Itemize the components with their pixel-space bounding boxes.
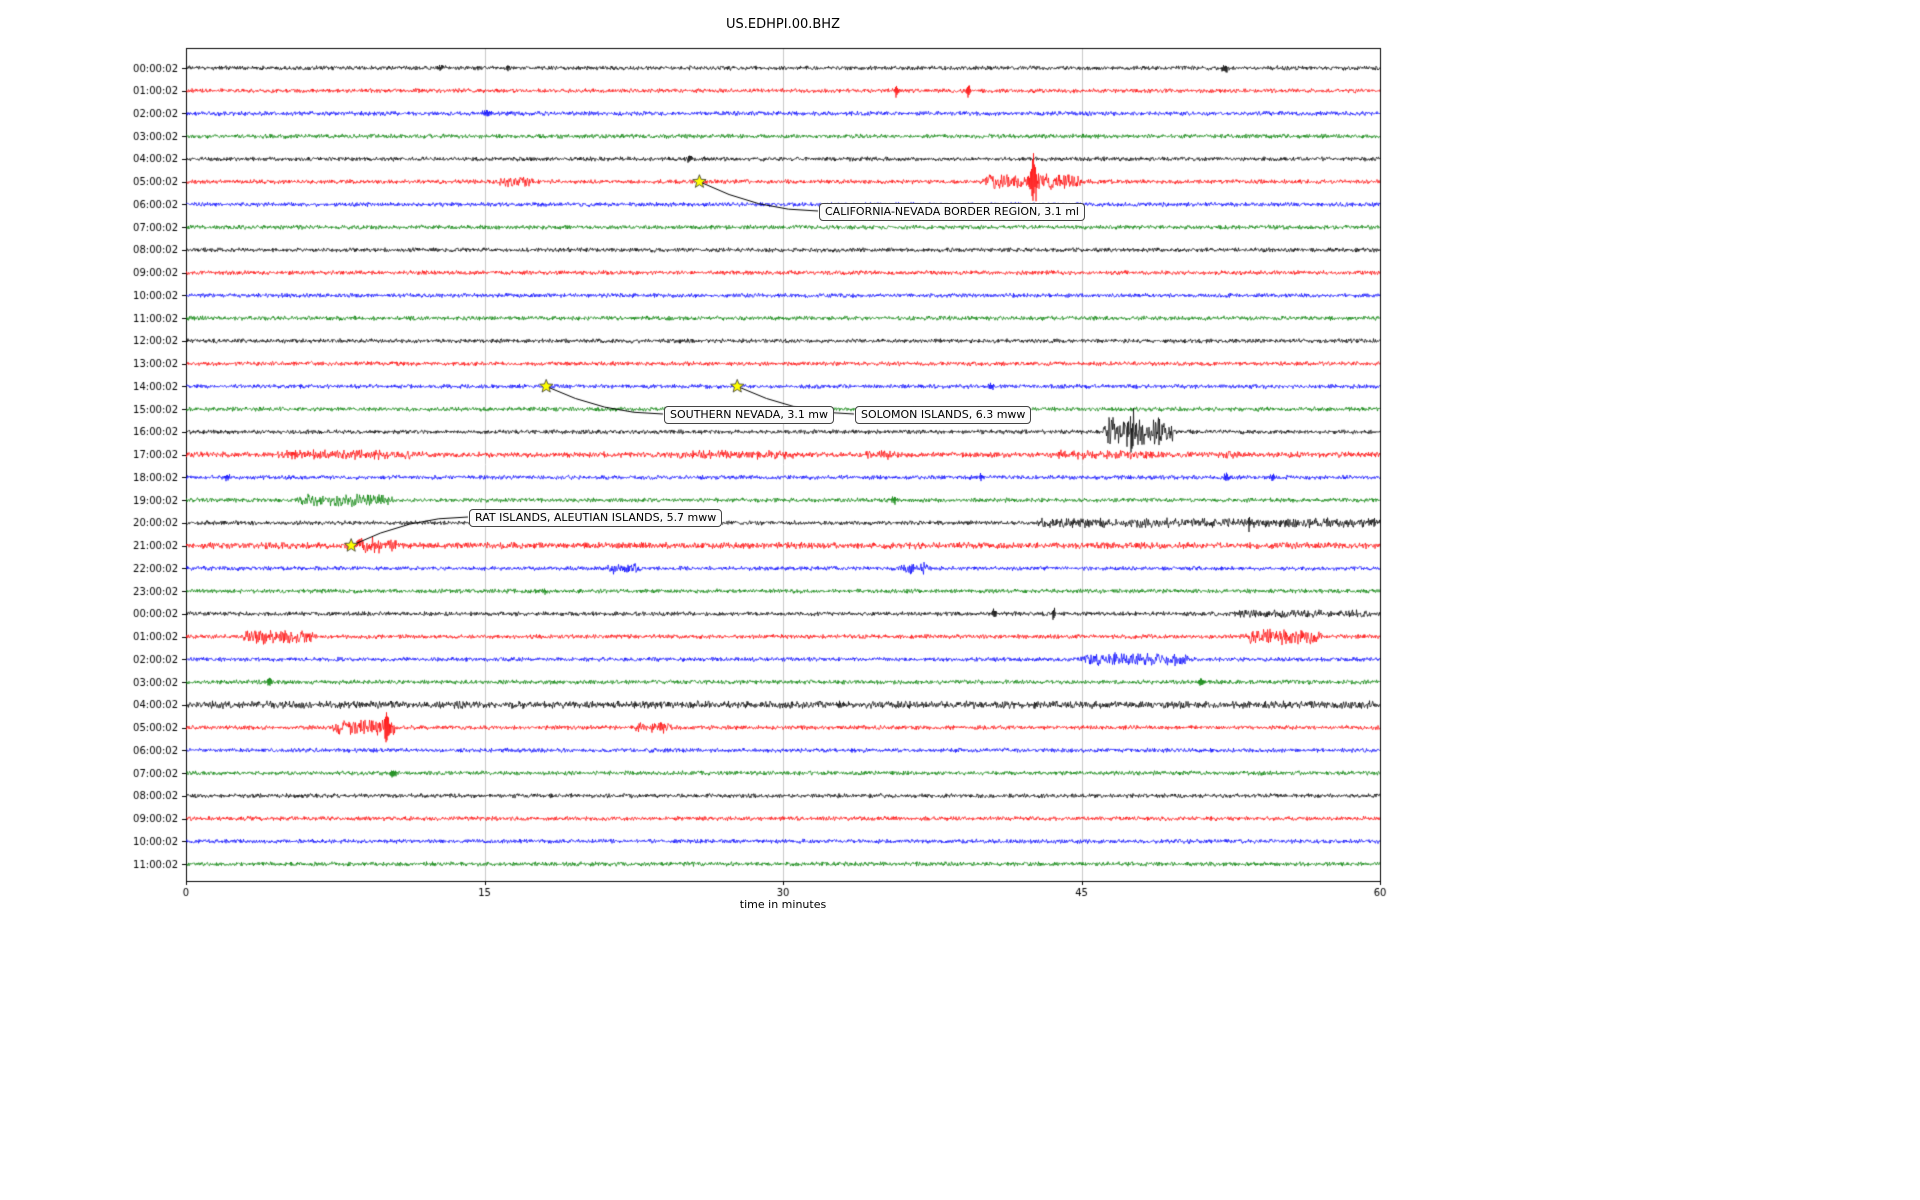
chart-title: US.EDHPI.00.BHZ: [726, 17, 840, 32]
x-axis-label: time in minutes: [739, 898, 827, 911]
event-callout-rat-islands: RAT ISLANDS, ALEUTIAN ISLANDS, 5.7 mww: [469, 509, 723, 527]
event-callout-solomon-islands: SOLOMON ISLANDS, 6.3 mww: [855, 406, 1032, 424]
event-callout-california-nevada: CALIFORNIA-NEVADA BORDER REGION, 3.1 ml: [819, 203, 1085, 221]
event-callout-southern-nevada: SOUTHERN NEVADA, 3.1 mw: [664, 406, 835, 424]
